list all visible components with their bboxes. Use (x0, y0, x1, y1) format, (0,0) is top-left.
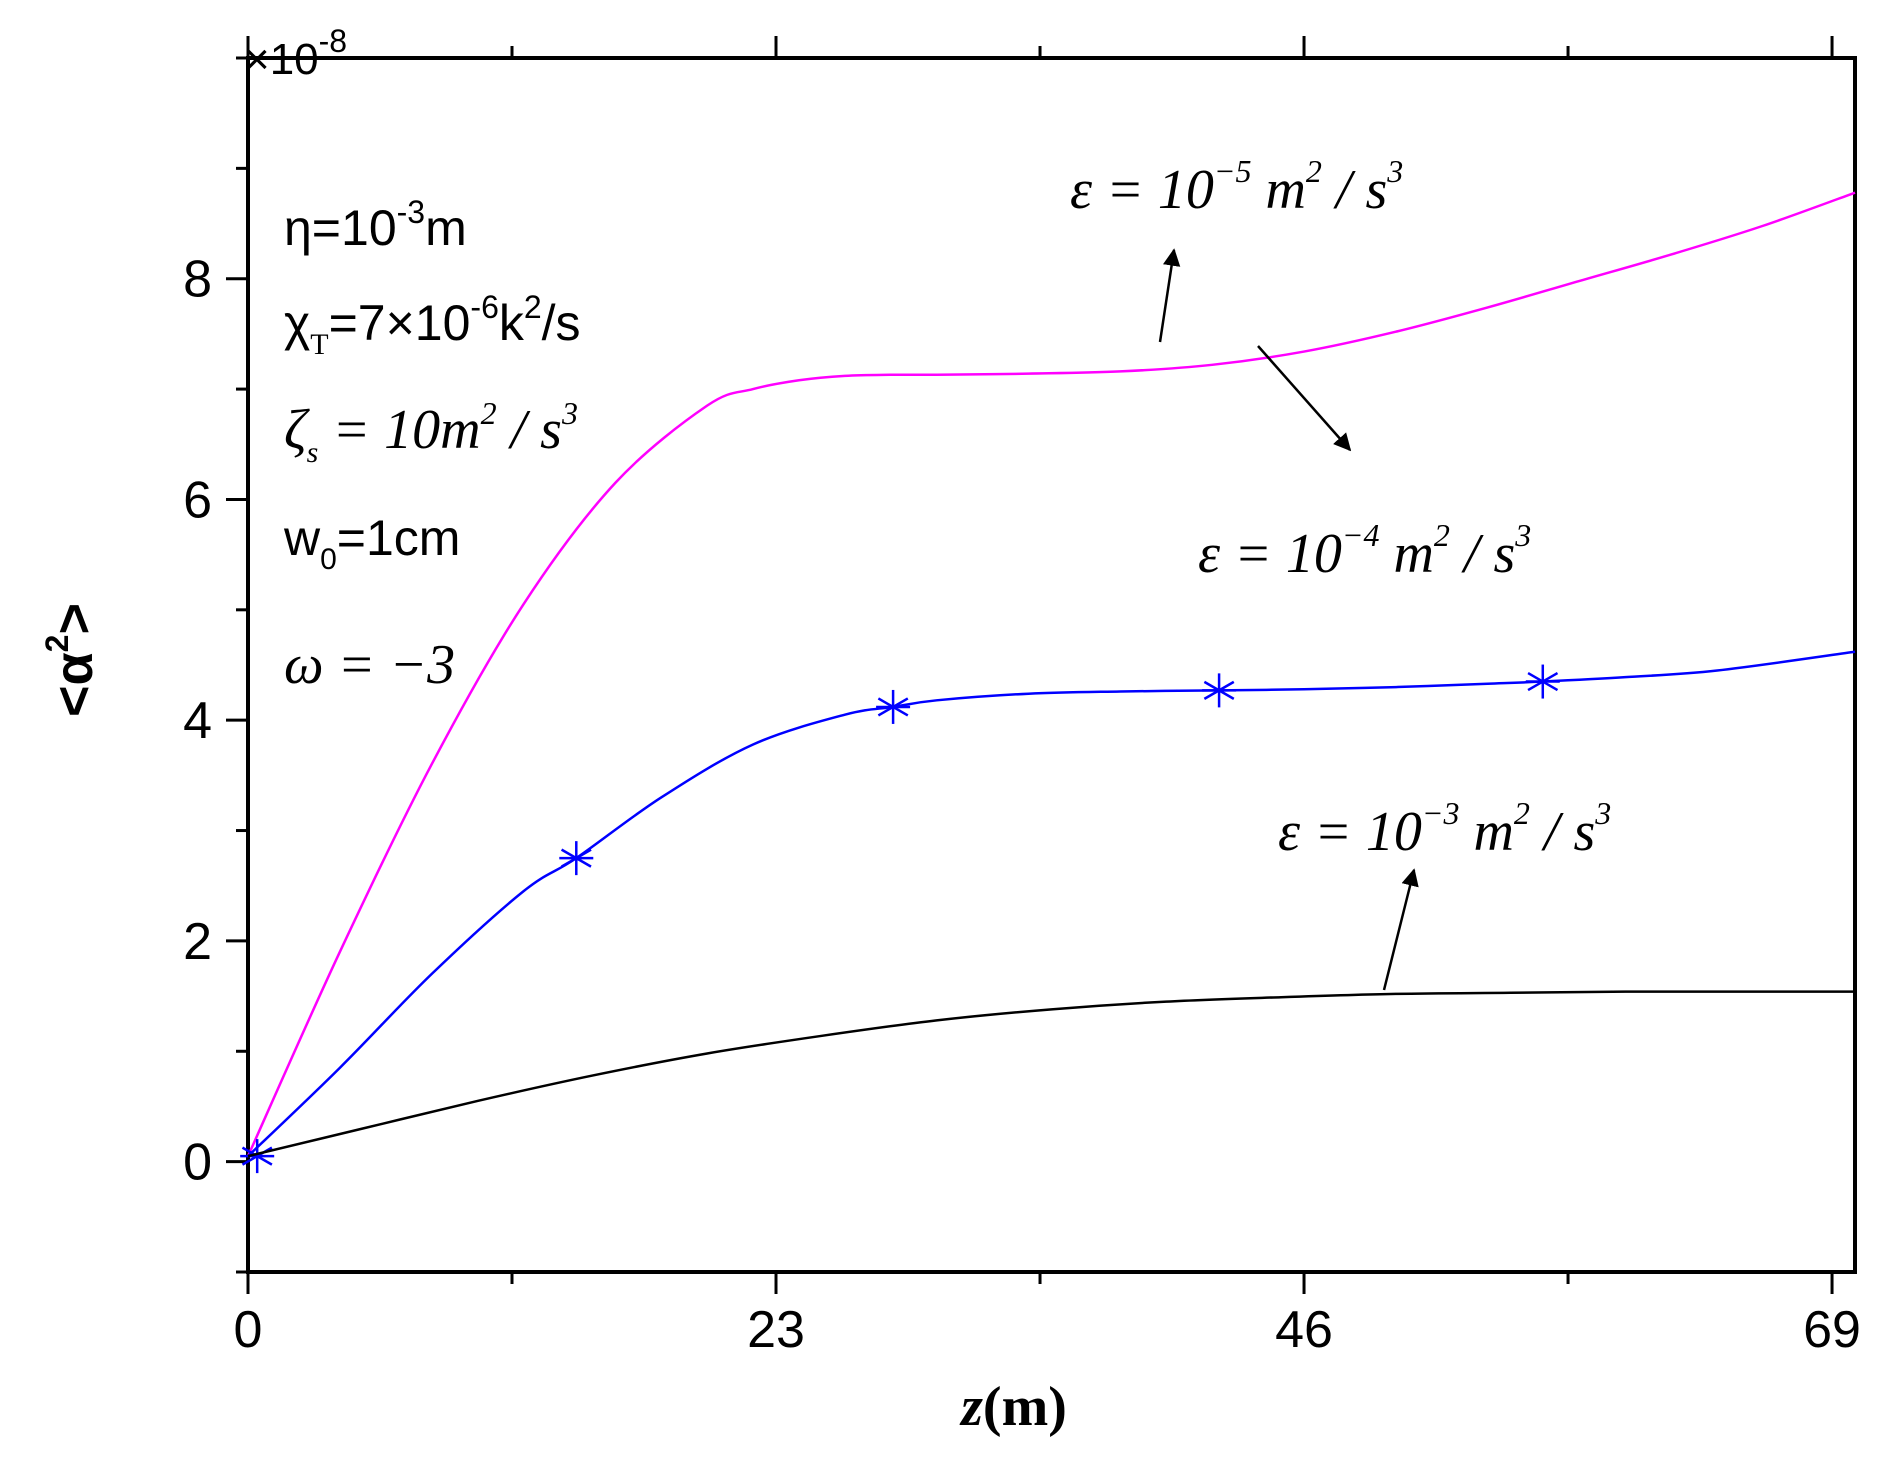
curve-label-eps-1e-4: ε = 10−4 m2 / s3 (1198, 517, 1531, 585)
x-tick-label: 69 (1803, 1301, 1861, 1359)
param-zeta: ζs = 10m2 / s3 (284, 395, 578, 469)
x-tick-label: 46 (1275, 1301, 1333, 1359)
series-line-0 (246, 191, 1856, 1157)
y-tick-label: 2 (183, 913, 212, 971)
arrow-to-label-1e-5 (1158, 248, 1181, 343)
series-line-2 (247, 990, 1855, 1158)
y-tick-label: 6 (183, 471, 212, 529)
series-layer (240, 191, 1856, 1174)
y-tick-label: 0 (183, 1134, 212, 1192)
arrow-to-label-1e-4 (1257, 345, 1352, 452)
param-eta: η=10-3m (284, 194, 467, 256)
x-axis-title: z(m) (959, 1376, 1067, 1438)
plot-frame (246, 56, 1857, 1274)
y-tick-label: 4 (183, 692, 212, 750)
y-multiplier: ×10-8 (244, 23, 347, 84)
series-marker (1202, 673, 1237, 708)
series-line-1 (247, 650, 1856, 1158)
param-omega: ω = −3 (284, 634, 455, 696)
series-marker (559, 841, 594, 876)
x-tick-label: 23 (747, 1301, 805, 1359)
arrow-to-label-1e-3 (1382, 868, 1419, 991)
y-axis-title: <α2> (39, 603, 104, 717)
x-tick-label: 0 (234, 1301, 263, 1359)
y-tick-label: 8 (183, 251, 212, 309)
param-chi: χT=7×10-6k2/s (284, 289, 581, 361)
series-marker (1525, 664, 1560, 699)
curve-label-eps-1e-3: ε = 10−3 m2 / s3 (1278, 795, 1611, 863)
curve-label-eps-1e-5: ε = 10−5 m2 / s3 (1070, 153, 1403, 221)
param-w0: w0=1cm (283, 510, 460, 576)
series-marker (876, 689, 911, 724)
series-marker (240, 1139, 275, 1174)
ticks (226, 36, 1834, 1294)
